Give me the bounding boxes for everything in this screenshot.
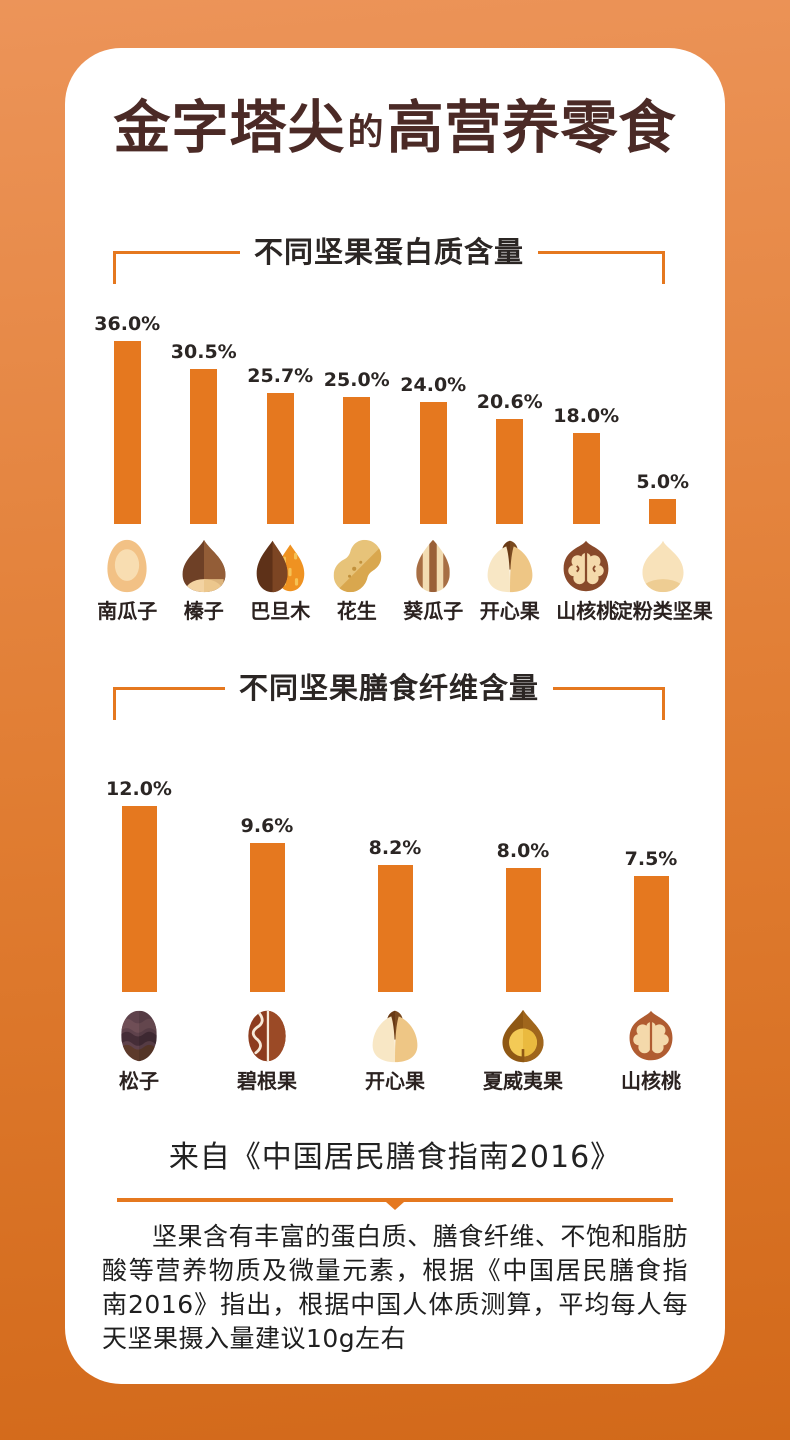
bar [633, 876, 669, 992]
bar [249, 843, 285, 992]
bar-value-label: 18.0% [553, 405, 620, 427]
bar-value-label: 25.7% [247, 365, 314, 387]
category-label: 夏威夷果 [483, 1069, 563, 1093]
chart-column: 24.0% 葵瓜子 [395, 373, 472, 623]
bar [505, 868, 541, 992]
bar-value-label: 8.0% [496, 840, 550, 862]
chart-column: 5.0% 淀粉类坚果 [613, 470, 713, 623]
category-label: 巴旦木 [250, 599, 311, 623]
walnut-icon [558, 538, 614, 594]
bracket-line-right-icon [553, 687, 666, 720]
bracket-line-left-icon [113, 251, 240, 284]
category-label: 花生 [336, 599, 377, 623]
almond-icon [252, 538, 308, 594]
bar-value-label: 20.6% [476, 391, 543, 413]
category-label: 淀粉类坚果 [612, 599, 713, 623]
bar [113, 341, 141, 524]
chart-column: 7.5% 山核桃 [587, 847, 715, 1093]
category-label: 碧根果 [237, 1069, 297, 1093]
bar [266, 393, 294, 524]
chestnut-icon [635, 538, 691, 594]
bracket-line-left-icon [113, 687, 225, 720]
footnote-text: 坚果含有丰富的蛋白质、膳食纤维、不饱和脂肪酸等营养物质及微量元素，根据《中国居民… [102, 1222, 688, 1353]
bar-value-label: 9.6% [240, 815, 294, 837]
bar-value-label: 5.0% [636, 471, 690, 493]
bar-value-label: 30.5% [170, 341, 237, 363]
bar-value-label: 8.2% [368, 837, 422, 859]
page-title: 金字塔尖的高营养零食 [65, 94, 725, 169]
section-header-protein: 不同坚果蛋白质含量 [113, 235, 666, 284]
pistachio-icon [482, 538, 538, 594]
chart-column: 36.0% 南瓜子 [89, 312, 166, 623]
bar [377, 865, 413, 992]
chart-column: 9.6% 碧根果 [203, 814, 331, 1093]
bar [649, 499, 677, 524]
bracket-line-right-icon [538, 251, 666, 284]
hazelnut-icon [176, 538, 232, 594]
chart-column: 25.7% 巴旦木 [242, 364, 319, 623]
bar [343, 397, 371, 524]
pistachio-icon [367, 1008, 423, 1064]
category-label: 山核桃 [556, 599, 617, 623]
bar-value-label: 12.0% [106, 778, 172, 800]
chart-column: 25.0% 花生 [319, 368, 396, 623]
category-label: 榛子 [183, 599, 224, 623]
category-label: 松子 [119, 1069, 159, 1093]
down-arrow-icon [386, 1202, 404, 1210]
bar [190, 369, 218, 524]
chart-column: 30.5% 榛子 [166, 340, 243, 623]
divider-line [117, 1198, 673, 1210]
bar [419, 402, 447, 524]
peanut-icon [329, 538, 385, 594]
bar [496, 419, 524, 524]
source-text: 来自《中国居民膳食指南2016》 [168, 1140, 622, 1175]
fiber-bar-chart: 12.0% 松子 9.6% 碧根果 8.2% 开心果 8.0% 夏威夷果 7.5% 山核桃 [75, 777, 715, 1093]
sunflower-seed-icon [405, 538, 461, 594]
chart-column: 20.6% 开心果 [472, 390, 549, 623]
category-label: 南瓜子 [97, 599, 158, 623]
chart-column: 18.0% 山核桃 [548, 404, 625, 623]
macadamia-icon [495, 1008, 551, 1064]
category-label: 葵瓜子 [403, 599, 464, 623]
chart-column: 8.0% 夏威夷果 [459, 839, 587, 1093]
pecan-walnut-icon [623, 1008, 679, 1064]
fiber-section-title: 不同坚果膳食纤维含量 [239, 671, 540, 705]
infographic-card: 金字塔尖的高营养零食 不同坚果蛋白质含量 36.0% 南瓜子 30.5% 榛子 25.7… [65, 48, 725, 1384]
bar-value-label: 7.5% [624, 848, 678, 870]
protein-bar-chart: 36.0% 南瓜子 30.5% 榛子 25.7% 巴旦木 25.0% 花生 24.0% 葵瓜子 20… [89, 312, 713, 623]
title-part-2: 的 [347, 111, 385, 153]
bar-value-label: 25.0% [323, 369, 390, 391]
category-label: 开心果 [479, 599, 540, 623]
bar [121, 806, 157, 992]
title-part-1: 金字塔尖 [113, 94, 346, 161]
title-part-3: 高营养零食 [386, 94, 677, 161]
protein-section-title: 不同坚果蛋白质含量 [254, 235, 525, 269]
pecan-icon [239, 1008, 295, 1064]
pumpkin-seed-icon [99, 538, 155, 594]
bar [572, 433, 600, 524]
chart-column: 12.0% 松子 [75, 777, 203, 1093]
section-header-fiber: 不同坚果膳食纤维含量 [113, 671, 666, 720]
category-label: 山核桃 [621, 1069, 681, 1093]
bar-value-label: 24.0% [400, 374, 467, 396]
category-label: 开心果 [365, 1069, 425, 1093]
pine-nut-icon [111, 1008, 167, 1064]
chart-column: 8.2% 开心果 [331, 836, 459, 1093]
bar-value-label: 36.0% [94, 313, 161, 335]
